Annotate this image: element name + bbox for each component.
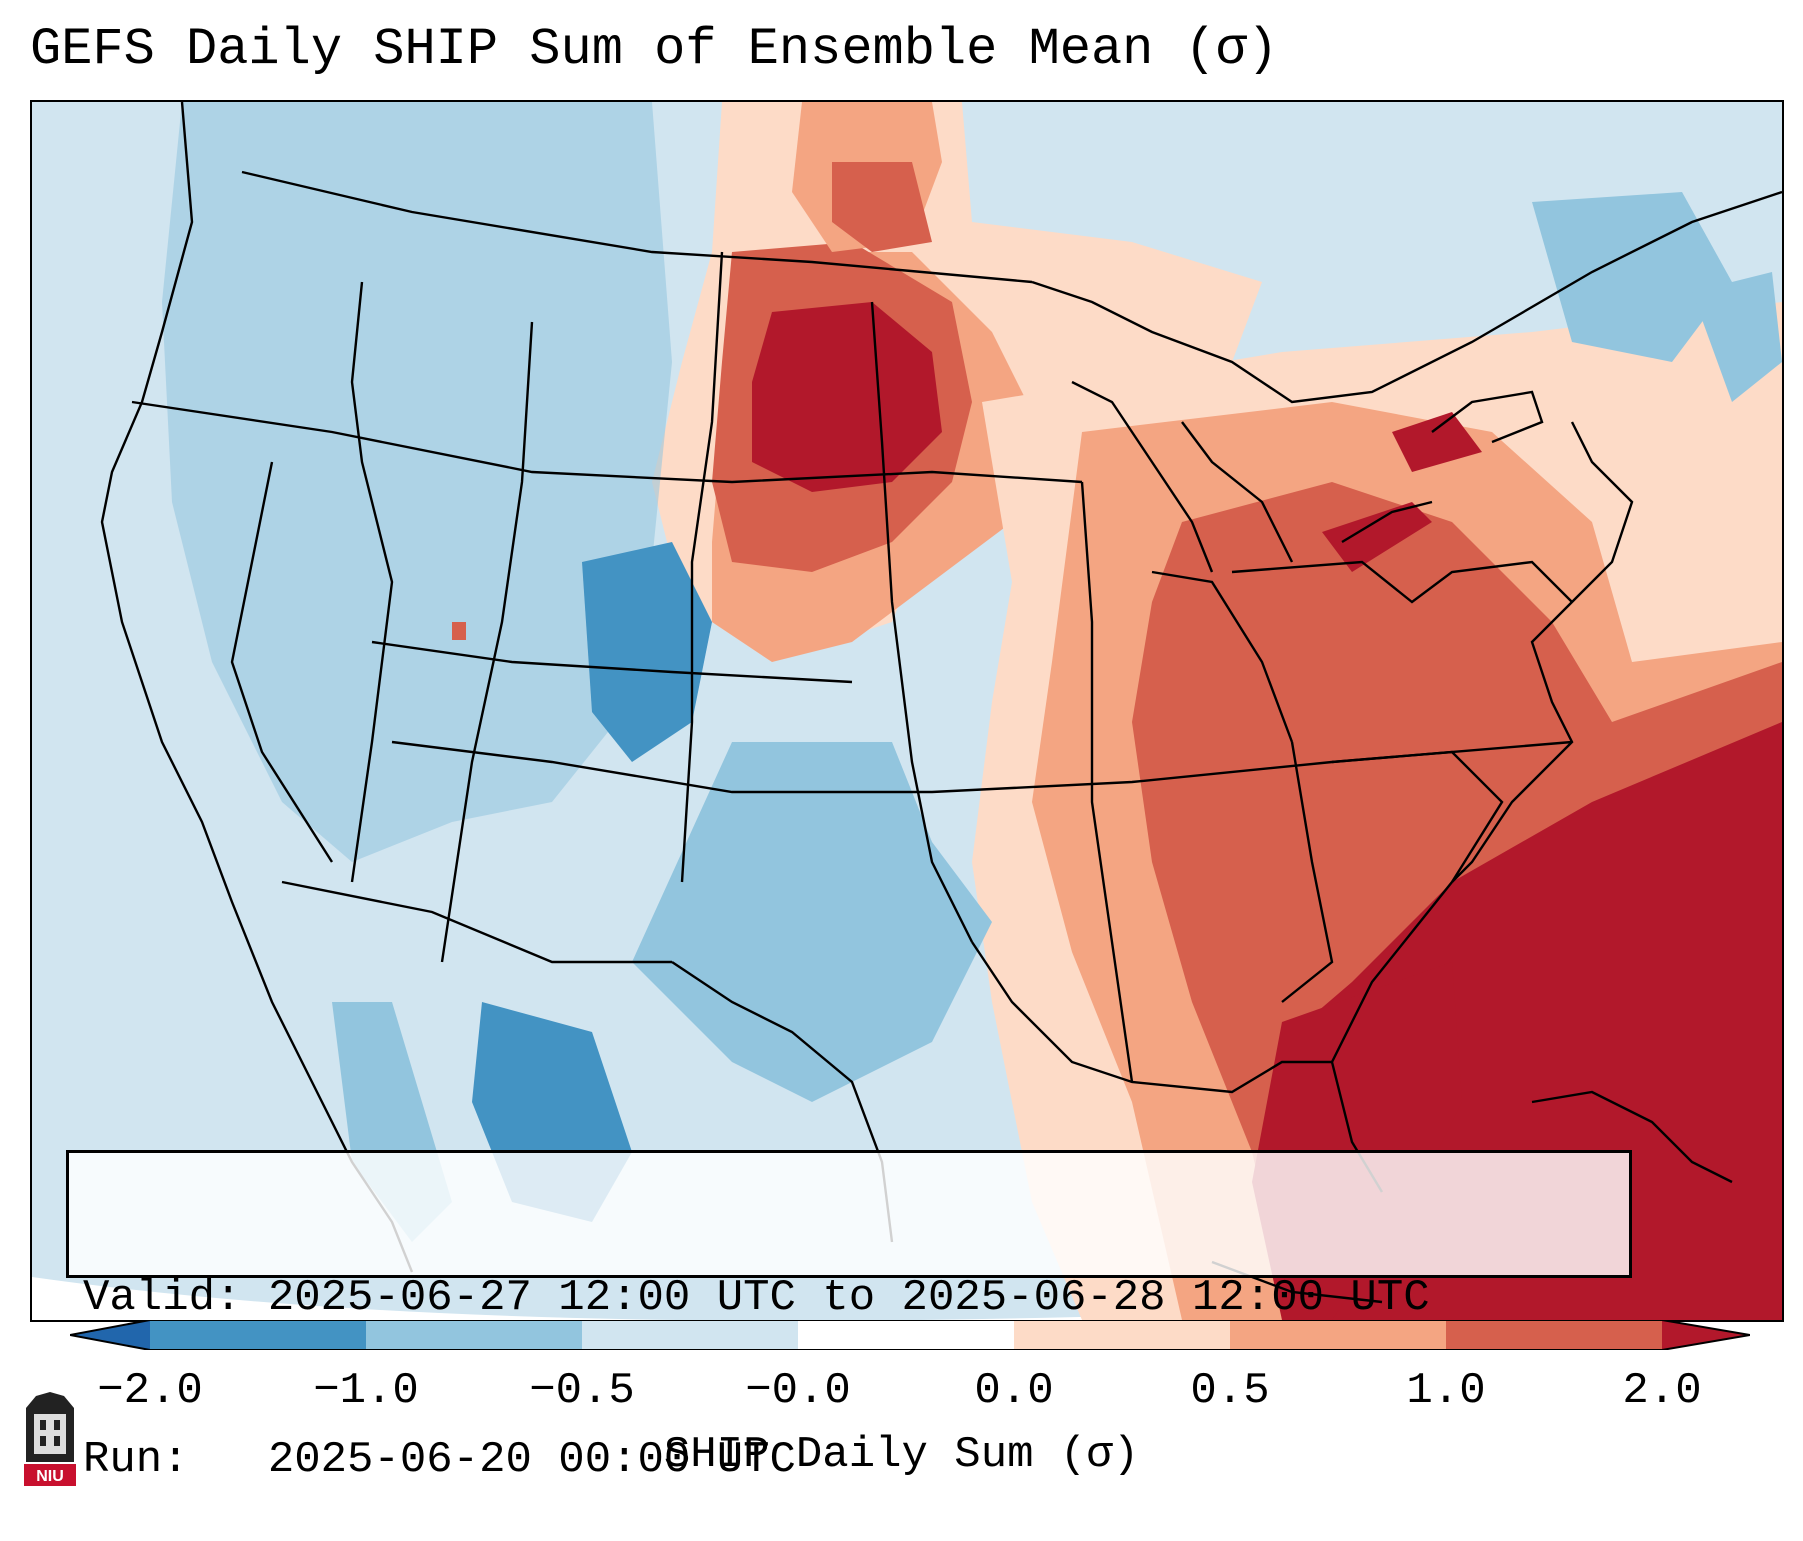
colorbar-extend-high	[1662, 1320, 1750, 1350]
colorbar-label: SHIP Daily Sum (σ)	[663, 1430, 1140, 1480]
colorbar-segment	[366, 1320, 582, 1350]
colorbar-segment	[798, 1320, 1014, 1350]
colorbar-extend-low	[70, 1320, 150, 1350]
ship-anomaly-map	[32, 102, 1782, 1320]
colorbar-tick-label: 0.0	[974, 1366, 1054, 1416]
colorbar-segment	[150, 1320, 366, 1350]
boundary-lines	[100, 102, 1782, 1304]
colorbar-segment	[1014, 1320, 1230, 1350]
run-time-line: Run: 2025-06-20 00:00 UTC	[83, 1433, 1615, 1487]
map-title: GEFS Daily SHIP Sum of Ensemble Mean (σ)	[30, 20, 1279, 79]
colorbar-tick-label: −0.5	[529, 1366, 635, 1416]
colorbar-tick-label: −1.0	[313, 1366, 419, 1416]
canada-border	[241, 170, 1033, 284]
anomaly-region-colorado-core	[582, 542, 712, 762]
colorbar	[70, 1320, 1750, 1350]
valid-time-value: 2025-06-27 12:00 UTC to 2025-06-28 12:00…	[267, 1273, 1430, 1323]
colorbar-tick-label: 2.0	[1622, 1366, 1702, 1416]
colorbar-tick-label: −0.0	[745, 1366, 851, 1416]
anomaly-region-west-cool	[162, 102, 672, 862]
niu-logo-text: NIU	[36, 1468, 64, 1485]
colorbar-tick-label: −2.0	[97, 1366, 203, 1416]
colorbar-segment	[1446, 1320, 1662, 1350]
colorbar-tick-label: 0.5	[1190, 1366, 1270, 1416]
colorbar-tick-label: 1.0	[1406, 1366, 1486, 1416]
run-time-value: 2025-06-20 00:00 UTC	[267, 1435, 796, 1485]
anomaly-region-plains-core	[752, 302, 942, 492]
colorbar-segment	[582, 1320, 798, 1350]
run-label: Run:	[83, 1435, 189, 1485]
map-panel	[30, 100, 1784, 1322]
valid-time-line: Valid: 2025-06-27 12:00 UTC to 2025-06-2…	[83, 1271, 1615, 1325]
valid-run-info-box: Valid: 2025-06-27 12:00 UTC to 2025-06-2…	[66, 1150, 1632, 1485]
colorbar-segment	[1230, 1320, 1446, 1350]
valid-label: Valid:	[83, 1273, 242, 1323]
niu-logo: NIU	[24, 1392, 76, 1486]
